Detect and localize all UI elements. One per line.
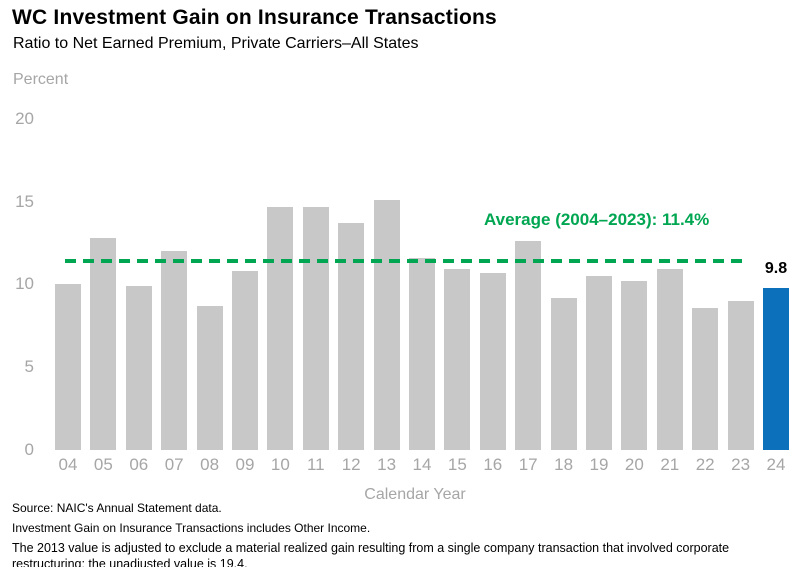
bar-2011 [302,206,329,450]
y-tick-label-5: 5 [24,357,34,377]
x-tick-label-17: 17 [518,455,538,474]
x-tick-label-08: 08 [200,455,220,474]
bar-2006 [125,286,152,450]
bar-2014 [409,257,435,450]
y-tick-label-0: 0 [24,440,34,459]
bar-2013 [373,199,400,450]
x-tick-label-15: 15 [447,455,467,474]
footnote-3: The 2013 value is adjusted to exclude a … [12,541,730,567]
y-tick-label-20: 20 [15,108,34,128]
bar-2018 [550,297,577,450]
highlight-bar-value-label: 9.8 [764,259,788,277]
bar-2007 [161,251,188,450]
x-tick-label-19: 19 [589,455,609,474]
chart-title: WC Investment Gain on Insurance Transact… [12,6,497,29]
footnote-2: Investment Gain on Insurance Transaction… [12,520,371,535]
x-tick-label-16: 16 [483,455,503,474]
bar-2017 [515,241,542,450]
bar-2015 [444,269,471,450]
x-tick-label-23: 23 [731,455,751,474]
x-tick-label-22: 22 [695,455,715,474]
bar-2016 [479,272,506,450]
footnote-1: Source: NAIC's Annual Statement data. [12,501,222,515]
x-tick-label-04: 04 [58,455,78,474]
x-axis-title: Calendar Year [364,486,466,503]
bar-2010 [267,206,294,450]
y-tick-label-10: 10 [15,274,34,294]
y-tick-label-15: 15 [15,191,34,211]
bar-2012 [338,223,365,450]
x-tick-label-21: 21 [660,455,680,474]
average-dashed-line [65,259,742,264]
x-tick-label-06: 06 [129,455,149,474]
y-axis-title: Percent [13,71,69,88]
bar-2021 [656,269,683,450]
footnotes: Source: NAIC's Annual Statement data. Inv… [12,501,800,567]
bar-2023 [727,300,754,450]
bar-2020 [621,281,648,450]
x-tick-label-12: 12 [341,455,361,474]
chart-subtitle: Ratio to Net Earned Premium, Private Car… [13,35,419,52]
x-tick-label-09: 09 [235,455,255,474]
average-annotation: Average (2004–2023): 11.4% [484,210,710,229]
x-tick-label-24: 24 [766,455,786,474]
bar-2022 [692,307,719,450]
x-tick-label-05: 05 [93,455,113,474]
bar-2004 [55,284,81,450]
x-tick-label-14: 14 [412,455,432,474]
bar-2008 [196,305,223,450]
bar-2019 [586,276,612,450]
x-tick-label-20: 20 [624,455,644,474]
bar-2005 [90,238,117,450]
x-tick-label-10: 10 [270,455,290,474]
x-tick-label-11: 11 [306,455,325,474]
bar-2024 [763,287,789,450]
x-tick-label-13: 13 [377,455,397,474]
x-tick-label-07: 07 [164,455,184,474]
bar-2009 [232,271,258,450]
x-tick-label-18: 18 [554,455,574,474]
